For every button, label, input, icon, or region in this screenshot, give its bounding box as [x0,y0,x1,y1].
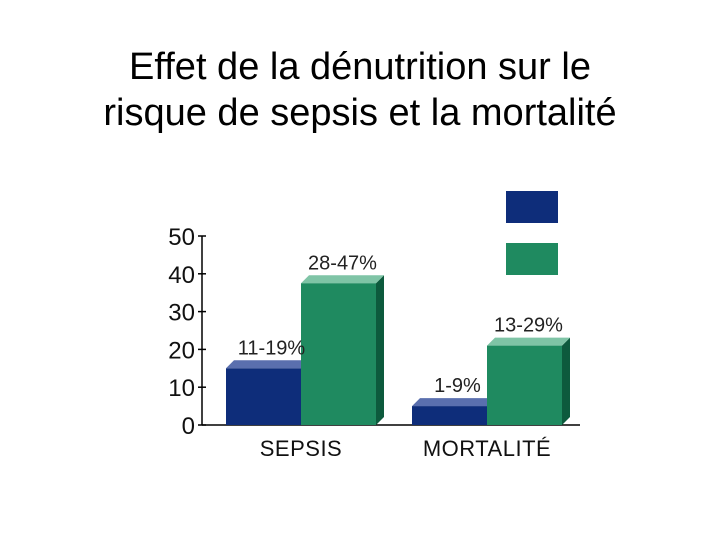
bar [487,345,562,425]
data-label: 28-47% [308,252,377,274]
bar-top [226,360,309,369]
slide-title-line-2: risque de sepsis et la mortalité [103,92,617,134]
chart-legend [506,191,558,275]
legend-swatch [506,191,558,223]
category-label: SEPSIS [260,436,342,461]
bar-top [412,398,495,407]
bar-side [562,337,570,425]
y-tick-label: 40 [168,262,195,289]
legend-swatch [506,243,558,275]
bar-top [487,337,570,346]
y-tick-label: 30 [168,300,195,327]
bar [412,406,487,425]
y-tick-label: 20 [168,337,195,364]
chart-axes: 0 10 20 30 40 50 [168,224,580,440]
slide-title: Effet de la dénutrition sur le risque de… [0,44,720,136]
chart-labels: 11-19% 28-47% SEPSIS 1-9% 13-29% MORTALITÉ [238,252,563,461]
y-tick-label: 10 [168,375,195,402]
chart-bars [226,275,570,425]
data-label: 11-19% [238,337,306,359]
slide-title-line-1: Effet de la dénutrition sur le [129,46,591,88]
bar-side [376,275,384,425]
y-tick-label: 50 [168,224,195,251]
data-label: 1-9% [434,375,481,397]
data-label: 13-29% [494,315,563,337]
bar [301,283,376,425]
y-tick-label: 0 [182,413,195,440]
bar [226,368,301,425]
category-label: MORTALITÉ [423,436,551,461]
bar-top [301,275,384,284]
